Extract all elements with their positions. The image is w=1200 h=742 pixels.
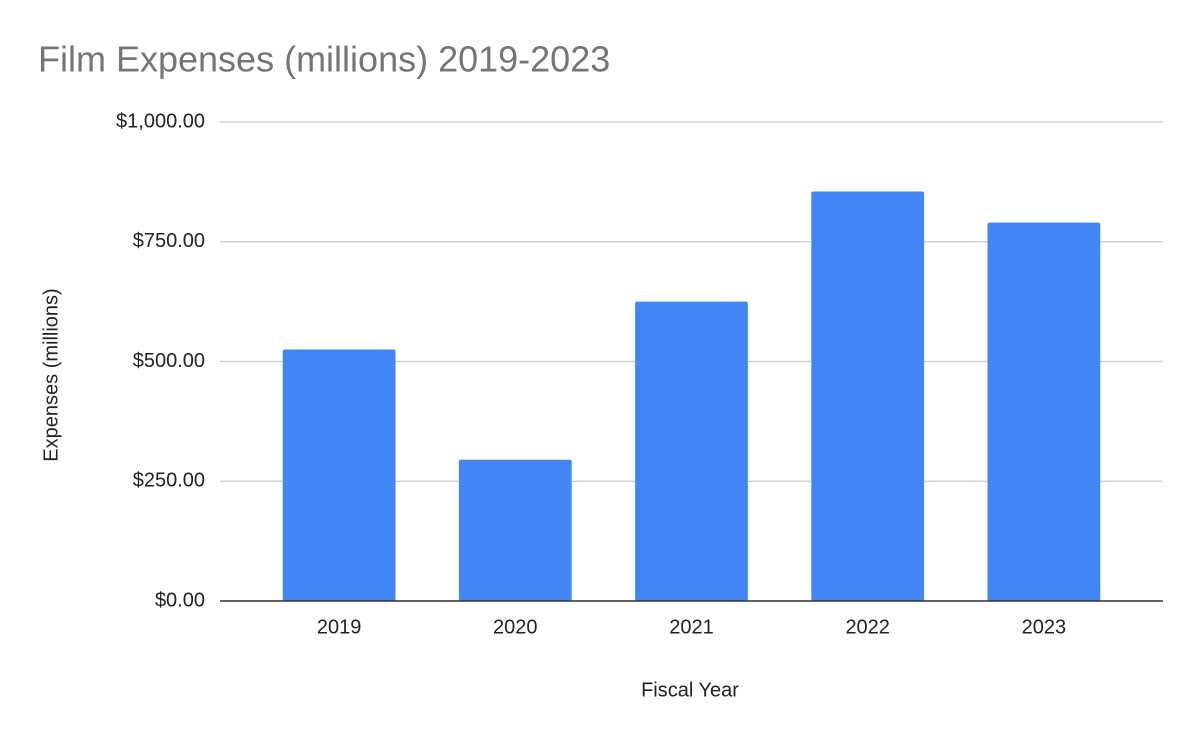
y-tick-label: $0.00: [155, 589, 205, 611]
bar: [811, 191, 925, 601]
x-tick-label: 2023: [1022, 616, 1067, 638]
y-tick-label: $750.00: [133, 230, 205, 252]
y-tick-label: $1,000.00: [116, 110, 205, 132]
x-tick-label: 2021: [669, 616, 714, 638]
y-axis-title: Expenses (millions): [40, 288, 62, 461]
bar: [282, 349, 396, 601]
x-tick-label: 2022: [845, 616, 890, 638]
bar: [987, 222, 1101, 601]
bar: [458, 459, 572, 601]
x-tick-label: 2020: [493, 616, 538, 638]
y-tick-label: $500.00: [133, 350, 205, 372]
chart-title: Film Expenses (millions) 2019-2023: [38, 39, 610, 80]
y-tick-label: $250.00: [133, 470, 205, 492]
x-axis-title: Fiscal Year: [641, 679, 739, 701]
x-tick-label: 2019: [317, 616, 362, 638]
bar: [635, 301, 748, 601]
